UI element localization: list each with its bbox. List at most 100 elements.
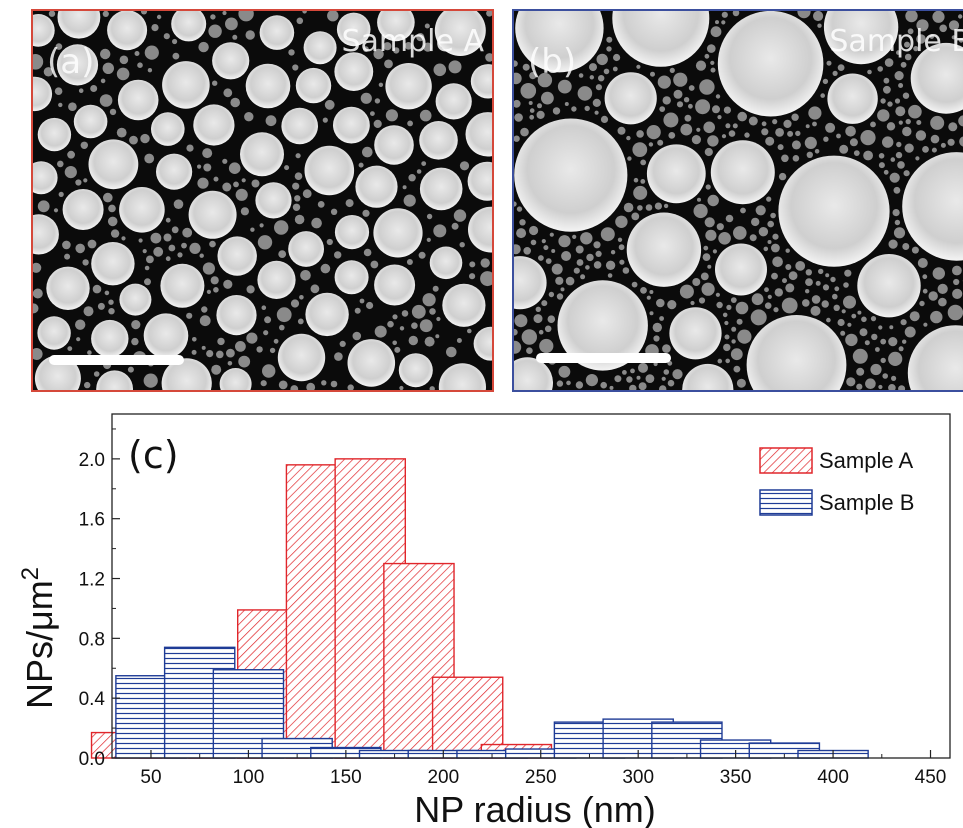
nanoparticle <box>426 213 433 220</box>
nanoparticle <box>649 311 654 316</box>
nanoparticle <box>284 165 290 171</box>
nanoparticle <box>704 217 715 228</box>
nanoparticle <box>259 223 264 228</box>
nanoparticle <box>871 333 878 341</box>
nanoparticle <box>939 24 947 33</box>
nanoparticle <box>171 11 207 42</box>
nanoparticle <box>659 106 666 112</box>
histogram-chart: 50 100 150 200 250 300 350 400 450 0.0 0.4 0.8 1.2 1.… <box>17 413 951 828</box>
nanoparticle <box>333 106 370 144</box>
nanoparticle <box>76 337 81 342</box>
nanoparticle <box>134 51 140 56</box>
nanoparticle <box>856 367 865 376</box>
nanoparticle <box>345 199 354 208</box>
nanoparticle <box>295 153 301 159</box>
nanoparticle <box>710 140 775 205</box>
nanoparticle <box>514 201 517 207</box>
nanoparticle <box>822 78 829 85</box>
nanoparticle <box>557 280 648 371</box>
nanoparticle <box>715 94 721 99</box>
nanoparticle <box>401 310 409 317</box>
nanoparticle <box>767 240 772 244</box>
nanoparticle <box>781 154 789 163</box>
nanoparticle <box>374 264 416 306</box>
nanoparticle <box>695 60 707 71</box>
nanoparticle <box>334 52 374 91</box>
nanoparticle <box>593 241 601 249</box>
nanoparticle <box>959 136 963 147</box>
nanoparticle <box>565 276 575 286</box>
nanoparticle <box>640 287 647 294</box>
nanoparticle <box>131 337 139 346</box>
x-tick-label: 250 <box>525 767 557 788</box>
nanoparticle <box>892 209 900 217</box>
nanoparticle <box>725 358 730 364</box>
nanoparticle <box>75 179 82 186</box>
nanoparticle <box>922 146 929 153</box>
nanoparticle <box>755 205 766 216</box>
nanoparticle <box>732 123 738 129</box>
nanoparticle <box>197 177 209 189</box>
nanoparticle <box>82 259 89 266</box>
nanoparticle <box>555 276 564 285</box>
nanoparticle <box>241 178 246 183</box>
nanoparticle <box>416 169 422 174</box>
nanoparticle <box>404 42 413 50</box>
nanoparticle <box>600 115 609 123</box>
nanoparticle <box>902 126 912 137</box>
nanoparticle <box>33 76 53 112</box>
nanoparticle <box>514 99 521 108</box>
nanoparticle <box>216 350 224 359</box>
nanoparticle <box>861 316 867 323</box>
nanoparticle <box>426 237 431 242</box>
nanoparticle <box>116 127 127 138</box>
nanoparticle <box>387 320 394 328</box>
nanoparticle <box>100 48 111 60</box>
nanoparticle <box>612 11 710 67</box>
nanoparticle <box>165 256 171 262</box>
nanoparticle <box>406 259 413 265</box>
x-tick-label: 200 <box>427 767 459 788</box>
nanoparticle <box>251 179 260 188</box>
nanoparticle <box>374 125 414 165</box>
nanoparticle <box>631 281 638 288</box>
nanoparticle <box>73 104 108 139</box>
nanoparticle <box>263 330 269 336</box>
nanoparticle <box>102 11 109 17</box>
nanoparticle <box>383 42 392 51</box>
nanoparticle <box>521 329 537 345</box>
nanoparticle <box>589 75 594 80</box>
nanoparticle <box>192 337 197 342</box>
nanoparticle <box>116 67 130 81</box>
nanoparticle <box>303 31 337 65</box>
nanoparticle <box>748 116 758 126</box>
nanoparticle <box>791 113 799 121</box>
nanoparticle <box>908 104 922 119</box>
nanoparticle <box>373 119 382 128</box>
nanoparticle <box>541 91 554 105</box>
nanoparticle <box>58 191 64 197</box>
nanoparticle <box>877 109 890 122</box>
nanoparticle <box>810 305 821 316</box>
nanoparticle <box>514 135 520 142</box>
nanoparticle <box>327 11 339 22</box>
nanoparticle <box>662 344 671 353</box>
nanoparticle <box>836 133 841 139</box>
nanoparticle <box>948 122 958 132</box>
nanoparticle <box>884 58 894 67</box>
nanoparticle <box>576 259 584 266</box>
nanoparticle <box>916 120 922 125</box>
nanoparticle <box>609 385 614 390</box>
nanoparticle <box>818 268 824 275</box>
nanoparticle <box>749 234 757 242</box>
nanoparticle <box>189 242 201 254</box>
nanoparticle <box>55 43 63 50</box>
nanoparticle <box>161 358 212 390</box>
nanoparticle <box>696 127 701 132</box>
nanoparticle <box>592 98 601 107</box>
nanoparticle <box>374 325 387 338</box>
scale-bar-a <box>49 355 184 365</box>
nanoparticle <box>566 380 571 386</box>
nanoparticle <box>586 253 594 262</box>
legend-label-sample-b: Sample B <box>819 490 914 515</box>
